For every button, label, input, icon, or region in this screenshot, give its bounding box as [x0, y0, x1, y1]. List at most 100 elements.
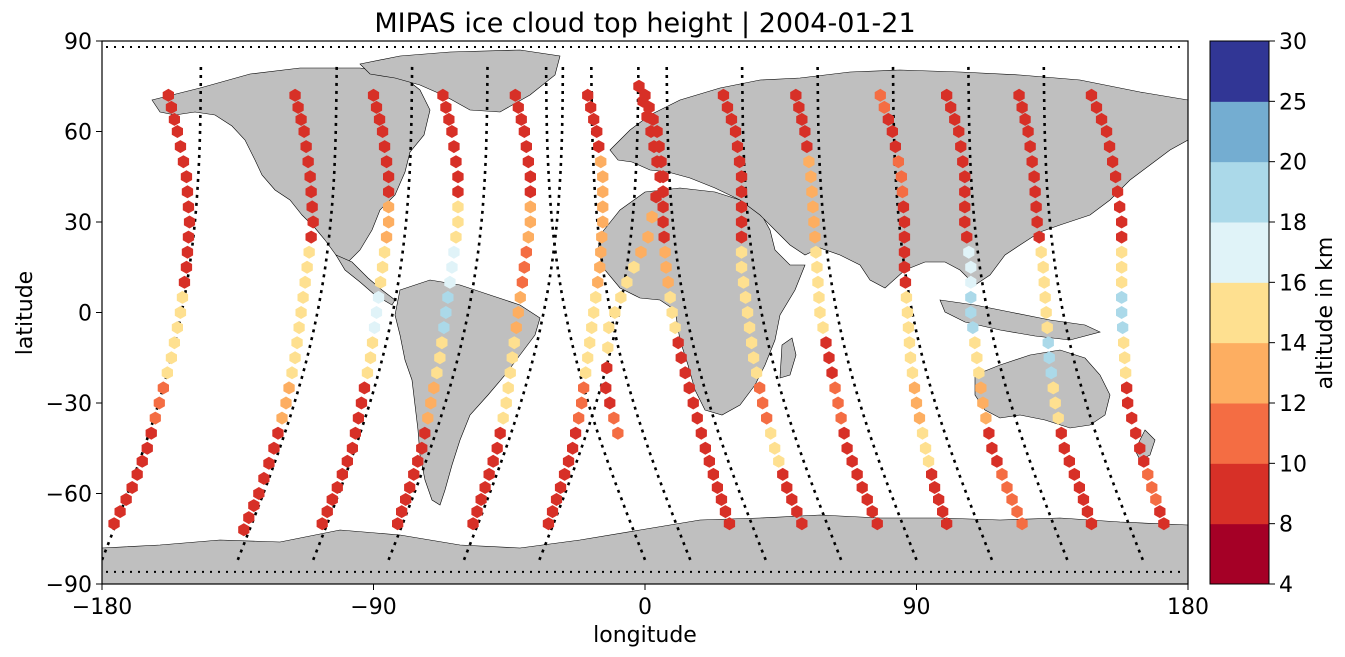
cloud-marker [372, 290, 385, 304]
cloud-marker [967, 321, 979, 335]
colorbar-tick-label: 10 [1279, 452, 1307, 477]
cloud-marker [963, 245, 975, 259]
colorbar-label: altitude in km [1313, 237, 1338, 390]
cloud-marker [666, 306, 678, 319]
cloud-marker [383, 215, 395, 229]
cloud-marker [1039, 290, 1051, 304]
x-tick-label: −90 [350, 595, 396, 620]
cloud-marker [899, 275, 912, 289]
cloud-marker [983, 426, 995, 440]
cloud-marker [679, 366, 691, 380]
cloud-marker [1043, 351, 1055, 365]
cloud-marker [608, 411, 620, 425]
cloud-marker [165, 100, 177, 114]
cloud-marker [258, 471, 270, 485]
cloud-marker [898, 215, 911, 229]
cloud-marker [248, 499, 260, 513]
cloud-marker [769, 441, 781, 455]
cloud-marker [1045, 366, 1057, 380]
cloud-marker [364, 351, 377, 365]
cloud-marker [304, 170, 316, 184]
cloud-marker [542, 517, 555, 531]
cloud-marker [1058, 441, 1070, 455]
cloud-marker [504, 366, 516, 380]
cloud-marker [955, 140, 967, 154]
cloud-marker [512, 306, 524, 319]
cloud-marker [612, 426, 624, 440]
cloud-marker [272, 426, 284, 440]
cloud-marker [969, 336, 981, 350]
cloud-marker [814, 306, 826, 319]
cloud-marker [751, 366, 763, 380]
cloud-marker [1001, 481, 1013, 494]
cloud-marker [291, 336, 303, 350]
colorbar-tick-label: 14 [1279, 332, 1307, 357]
cloud-marker [298, 125, 310, 138]
cloud-marker [823, 351, 835, 365]
cloud-marker [735, 230, 748, 244]
land-madagascar [779, 337, 797, 379]
y-tick-label: −30 [46, 392, 92, 417]
cloud-marker [765, 426, 777, 440]
orbit-track [816, 65, 918, 561]
cloud-marker [846, 454, 858, 468]
cloud-marker [1103, 140, 1116, 154]
cloud-marker [1116, 306, 1128, 319]
cloud-marker [878, 100, 890, 114]
cloud-marker [904, 351, 917, 365]
cloud-marker [699, 441, 711, 455]
cloud-marker [1117, 321, 1129, 335]
cloud-marker [370, 306, 383, 319]
cloud-marker [777, 467, 789, 481]
cloud-marker [434, 351, 446, 365]
cloud-marker [446, 260, 458, 274]
cloud-marker [510, 321, 522, 335]
cloud-marker [276, 411, 288, 425]
cloud-marker [642, 230, 654, 244]
cloud-marker [428, 381, 440, 395]
cloud-marker [746, 336, 758, 350]
cloud-marker [739, 290, 752, 304]
cloud-marker [723, 517, 736, 531]
x-tick-label: −180 [72, 595, 132, 620]
cloud-marker [597, 170, 609, 184]
cloud-marker [316, 517, 328, 531]
cloud-marker [1068, 467, 1080, 481]
cloud-marker [861, 493, 873, 506]
cloud-marker [243, 511, 255, 525]
cloud-marker [737, 275, 750, 289]
cloud-marker [945, 100, 957, 114]
cloud-marker [367, 88, 380, 102]
cloud-marker [593, 140, 605, 154]
colorbar-segment [1210, 403, 1269, 464]
cloud-marker [806, 185, 818, 199]
cloud-marker [380, 155, 393, 169]
cloud-marker [576, 396, 588, 410]
cloud-marker [582, 351, 594, 365]
cloud-marker [707, 467, 719, 481]
cloud-marker [715, 493, 728, 506]
cloud-marker [725, 112, 738, 126]
cloud-marker [408, 467, 420, 481]
cloud-marker [452, 185, 464, 199]
cloud-marker [1030, 200, 1042, 214]
cloud-marker [392, 517, 404, 531]
cloud-marker [796, 517, 808, 531]
cloud-marker [280, 396, 292, 410]
cloud-marker [178, 275, 191, 289]
cloud-marker [183, 215, 196, 229]
cloud-marker [662, 275, 674, 289]
cloud-marker [986, 441, 998, 455]
cloud-marker [1006, 493, 1018, 506]
cloud-marker [522, 230, 534, 244]
cloud-marker [910, 396, 923, 410]
cloud-marker [437, 88, 449, 102]
cloud-marker [305, 230, 317, 244]
cloud-marker [996, 467, 1008, 481]
cloud-marker [302, 155, 314, 169]
colorbar-tick-label: 12 [1279, 392, 1307, 417]
cloud-marker [1090, 100, 1103, 114]
cloud-marker [1040, 306, 1052, 319]
cloud-marker [450, 155, 462, 169]
cloud-marker [807, 200, 819, 214]
